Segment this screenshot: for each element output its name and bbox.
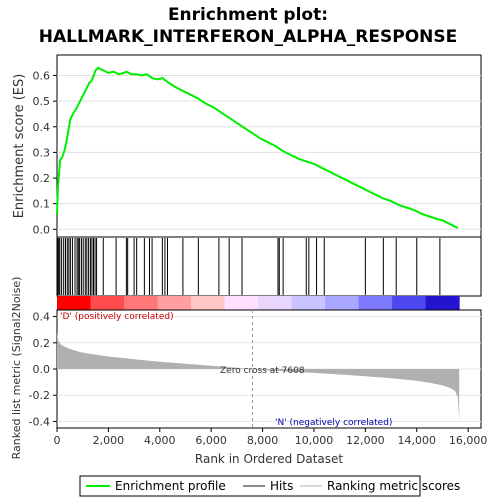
x-axis-label: Rank in Ordered Dataset: [195, 452, 343, 466]
es-ytick-label: 0.3: [33, 146, 51, 159]
band-segment: [425, 296, 460, 310]
xtick-label: 2,000: [93, 434, 125, 447]
xtick-label: 10,000: [295, 434, 334, 447]
band-segment: [124, 296, 159, 310]
metric-ytick-label: 0.0: [33, 363, 51, 376]
chart-title-line2: HALLMARK_INTERFERON_ALPHA_RESPONSE: [39, 27, 458, 47]
es-ytick-label: 0.4: [33, 121, 51, 134]
chart-title-line1: Enrichment plot:: [168, 5, 328, 25]
xtick-label: 16,000: [449, 434, 488, 447]
positive-label: 'D' (positively correlated): [60, 312, 174, 322]
es-ytick-label: 0.1: [33, 198, 51, 211]
negative-label: 'N' (negatively correlated): [275, 418, 392, 428]
hits-markers: [57, 238, 441, 295]
xtick-label: 0: [54, 434, 61, 447]
band-segment: [358, 296, 393, 310]
band-segment: [191, 296, 226, 310]
es-grid: [57, 75, 481, 230]
band-segment: [325, 296, 360, 310]
es-profile-line: [56, 66, 459, 229]
xtick-label: 8,000: [247, 434, 279, 447]
band-segment: [57, 296, 92, 310]
zero-cross-label: Zero cross at 7608: [220, 366, 305, 376]
metric-ytick-label: -0.4: [29, 415, 50, 428]
xtick-label: 12,000: [346, 434, 385, 447]
xtick-label: 4,000: [144, 434, 176, 447]
es-ytick-label: 0.5: [33, 95, 51, 108]
band-segment: [392, 296, 427, 310]
legend-metric-label: Ranking metric scores: [327, 479, 460, 493]
xtick-label: 6,000: [195, 434, 227, 447]
metric-ytick-label: 0.2: [33, 337, 51, 350]
metric-y-axis-label: Ranked list metric (Signal2Noise): [10, 277, 23, 460]
legend-es-label: Enrichment profile: [115, 479, 226, 493]
es-y-ticks: 0.0 0.1 0.2 0.3 0.4 0.5 0.6: [33, 70, 57, 236]
metric-ytick-label: -0.2: [29, 389, 50, 402]
es-ytick-label: 0.0: [33, 223, 51, 236]
es-ytick-label: 0.2: [33, 172, 51, 185]
xtick-label: 14,000: [398, 434, 437, 447]
metric-area: [57, 332, 460, 422]
metric-x-ticks: 0 2,000 4,000 6,000 8,000 10,000 12,000 14,000 1…: [54, 428, 488, 447]
band-segment: [291, 296, 326, 310]
band-segment: [157, 296, 192, 310]
rank-heatmap-band: [57, 296, 460, 310]
band-segment: [90, 296, 125, 310]
hits-panel-frame: [56, 236, 482, 297]
band-segment: [258, 296, 293, 310]
metric-y-ticks: 0.4 0.2 0.0 -0.2 -0.4: [29, 311, 57, 428]
es-ytick-label: 0.6: [33, 70, 51, 83]
es-panel-frame: [56, 54, 482, 238]
legend-hits-label: Hits: [270, 479, 293, 493]
band-segment: [224, 296, 259, 310]
metric-ytick-label: 0.4: [33, 311, 51, 324]
es-y-axis-label: Enrichment score (ES): [12, 74, 27, 219]
